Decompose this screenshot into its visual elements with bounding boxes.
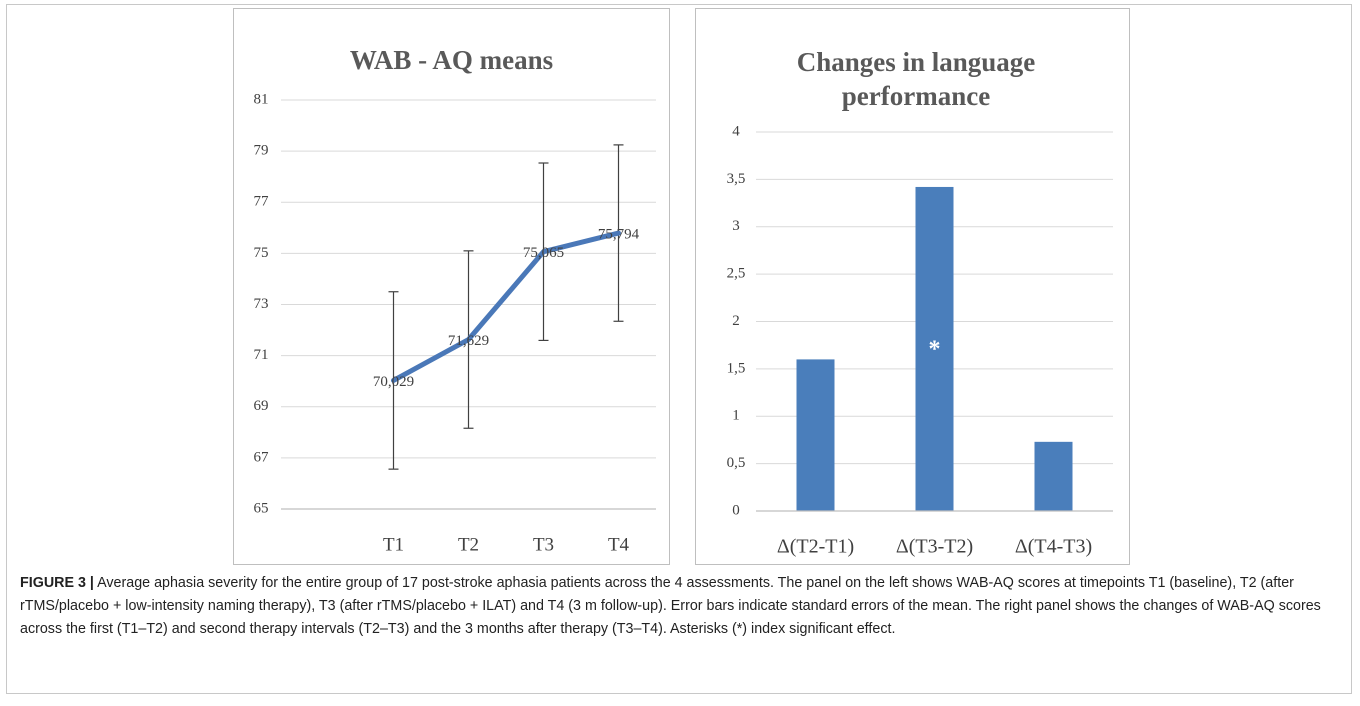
data-label: 75,065 bbox=[523, 245, 564, 261]
caption-label: FIGURE 3 | bbox=[20, 575, 94, 591]
data-label: 75,794 bbox=[598, 227, 640, 243]
y-tick-label: 75 bbox=[254, 245, 269, 261]
figure-frame bbox=[6, 4, 1352, 694]
y-tick-label: 2 bbox=[732, 313, 740, 329]
x-tick-label: T1 bbox=[383, 534, 404, 555]
right-panel: Changes in language performance 0 0,5 1 1,5… bbox=[695, 8, 1130, 565]
y-tick-label: 79 bbox=[254, 143, 269, 159]
bar bbox=[1034, 441, 1073, 511]
y-tick-label: 71 bbox=[254, 347, 269, 363]
chart-title: WAB - AQ means bbox=[349, 45, 554, 75]
y-tick-label: 3,5 bbox=[727, 171, 746, 187]
x-tick-label: T3 bbox=[533, 534, 554, 555]
x-tick-label: Δ(T4-T3) bbox=[1015, 536, 1092, 558]
chart-title: Changes in language performance bbox=[796, 47, 1036, 111]
x-tick-label: T4 bbox=[608, 534, 630, 555]
significance-marker: * bbox=[929, 336, 941, 362]
left-panel: WAB - AQ means 65 67 69 71 73 75 77 79 81 T1 T2 T3 T… bbox=[233, 8, 670, 565]
y-tick-label: 67 bbox=[254, 449, 270, 465]
y-tick-label: 77 bbox=[254, 194, 270, 210]
y-tick-label: 0,5 bbox=[727, 455, 746, 471]
x-tick-label: T2 bbox=[458, 534, 479, 555]
bar bbox=[915, 186, 954, 511]
bar bbox=[796, 359, 835, 511]
data-line bbox=[391, 230, 621, 383]
y-tick-label: 81 bbox=[254, 91, 269, 107]
bar-chart: 0 0,5 1 1,5 2 2,5 3 3,5 4 Δ(T2-T1) Δ(T3-T2) Δ(T4-T3… bbox=[727, 123, 1113, 558]
caption: FIGURE 3 | Average aphasia severity for … bbox=[20, 572, 1340, 641]
y-tick-label: 1,5 bbox=[727, 360, 746, 376]
x-tick-label: Δ(T3-T2) bbox=[896, 536, 973, 558]
data-label: 71,629 bbox=[448, 333, 489, 349]
y-tick-label: 4 bbox=[732, 123, 740, 139]
y-tick-label: 3 bbox=[732, 218, 740, 234]
y-tick-label: 73 bbox=[254, 296, 269, 312]
y-tick-label: 1 bbox=[732, 408, 740, 424]
x-tick-label: Δ(T2-T1) bbox=[777, 536, 854, 558]
y-tick-label: 0 bbox=[732, 502, 740, 518]
y-tick-label: 2,5 bbox=[727, 266, 746, 282]
data-label: 70,029 bbox=[373, 374, 414, 390]
line-chart: 65 67 69 71 73 75 77 79 81 T1 T2 T3 T4 70,029 71,629 75… bbox=[254, 91, 656, 555]
caption-text: Average aphasia severity for the entire … bbox=[20, 575, 1321, 637]
y-tick-label: 69 bbox=[254, 398, 269, 414]
y-tick-label: 65 bbox=[254, 500, 269, 516]
